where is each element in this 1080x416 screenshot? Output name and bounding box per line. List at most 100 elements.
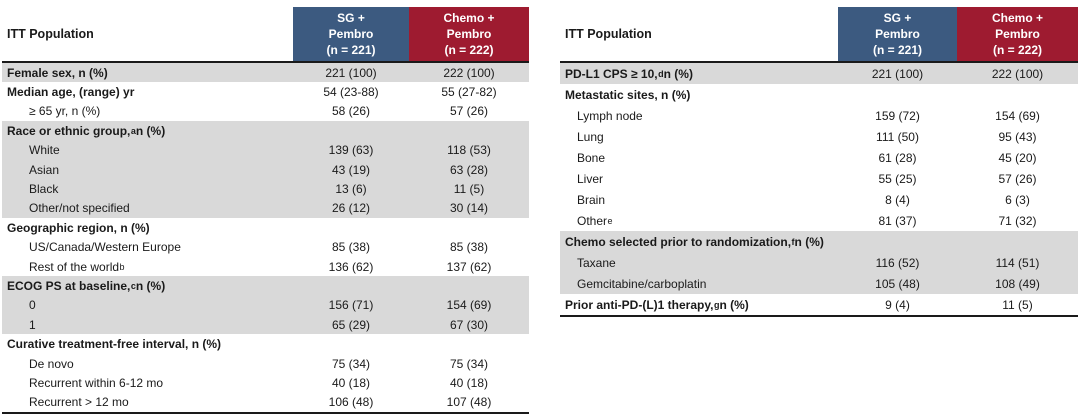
table-row: Other e 81 (37) 71 (32) <box>560 210 1078 231</box>
value-sg-pembro <box>293 276 409 295</box>
value-chemo-pembro: 222 (100) <box>991 66 1044 81</box>
row-label: Rest of the world b <box>29 259 125 274</box>
table-title: ITT Population <box>2 7 293 61</box>
value-chemo-pembro: 71 (32) <box>998 213 1037 228</box>
table-row: PD-L1 CPS ≥ 10, d n (%) 221 (100) 222 (100) <box>560 63 1078 84</box>
row-label: Lymph node <box>577 108 643 123</box>
value-chemo-pembro: 75 (34) <box>449 356 489 371</box>
table-row: Bone 61 (28) 45 (20) <box>560 147 1078 168</box>
row-label: PD-L1 CPS ≥ 10, d n (%) <box>565 66 693 81</box>
value-chemo-pembro <box>957 84 1078 105</box>
column-header-sg-pembro: SG + Pembro (n = 221) <box>838 7 957 61</box>
row-label: 0 <box>29 298 36 313</box>
value-sg-pembro: 81 (37) <box>878 213 917 228</box>
table-row: Other/not specified 26 (12) 30 (14) <box>2 198 529 219</box>
row-label: ECOG PS at baseline, c n (%) <box>7 278 166 293</box>
table-row: Geographic region, n (%) <box>2 218 529 237</box>
value-chemo-pembro: 85 (38) <box>449 240 489 255</box>
table-title: ITT Population <box>560 7 838 61</box>
row-label: Gemcitabine/carboplatin <box>577 276 707 291</box>
value-sg-pembro: 26 (12) <box>331 201 371 216</box>
value-chemo-pembro: 11 (5) <box>453 182 485 197</box>
column-header-chemo-pembro: Chemo + Pembro (n = 222) <box>409 7 529 61</box>
row-label: Black <box>29 182 59 197</box>
table-row: White 139 (63) 118 (53) <box>2 140 529 160</box>
value-chemo-pembro: 118 (53) <box>447 143 491 158</box>
value-sg-pembro: 58 (26) <box>331 104 371 119</box>
value-chemo-pembro: 11 (5) <box>1002 297 1033 312</box>
value-chemo-pembro: 55 (27-82) <box>441 85 497 100</box>
value-sg-pembro <box>293 334 409 353</box>
table-row: Liver 55 (25) 57 (26) <box>560 168 1078 189</box>
value-chemo-pembro <box>409 121 529 140</box>
value-chemo-pembro: 57 (26) <box>449 104 489 119</box>
row-label: 1 <box>29 317 36 332</box>
value-sg-pembro <box>293 218 409 237</box>
table-row: US/Canada/Western Europe 85 (38) 85 (38) <box>2 238 529 257</box>
table-row: Median age, (range) yr 54 (23-88) 55 (27-8… <box>2 82 529 101</box>
value-chemo-pembro: 137 (62) <box>446 259 492 274</box>
value-sg-pembro: 116 (52) <box>875 255 920 270</box>
value-chemo-pembro: 57 (26) <box>998 171 1037 186</box>
row-label: Asian <box>29 162 60 177</box>
value-sg-pembro: 65 (29) <box>331 317 371 332</box>
table-row: Black 13 (6) 11 (5) <box>2 179 529 199</box>
row-label: Geographic region, n (%) <box>7 220 150 235</box>
row-label: Race or ethnic group, a n (%) <box>7 123 166 138</box>
table-body: PD-L1 CPS ≥ 10, d n (%) 221 (100) 222 (100)… <box>560 63 1078 317</box>
value-sg-pembro: 55 (25) <box>878 171 917 186</box>
value-sg-pembro: 105 (48) <box>875 276 920 291</box>
value-sg-pembro: 61 (28) <box>878 150 917 165</box>
table-row: Asian 43 (19) 63 (28) <box>2 159 529 180</box>
table-row: Female sex, n (%) 221 (100) 222 (100) <box>2 63 529 83</box>
table-row: Taxane 116 (52) 114 (51) <box>560 252 1078 273</box>
table-row: Gemcitabine/carboplatin 105 (48) 108 (49) <box>560 273 1078 294</box>
value-sg-pembro: 43 (19) <box>331 162 371 177</box>
row-label: Recurrent within 6-12 mo <box>29 375 164 390</box>
value-chemo-pembro: 95 (43) <box>998 129 1037 144</box>
table-body: Female sex, n (%) 221 (100) 222 (100) Media… <box>2 63 529 415</box>
value-chemo-pembro: 222 (100) <box>443 65 495 80</box>
value-sg-pembro: 54 (23-88) <box>323 85 379 100</box>
row-label: White <box>29 143 60 158</box>
table-row: De novo 75 (34) 75 (34) <box>2 354 529 373</box>
value-chemo-pembro: 154 (69) <box>995 108 1040 123</box>
value-sg-pembro: 40 (18) <box>331 375 371 390</box>
table-row: Curative treatment-free interval, n (%) <box>2 334 529 353</box>
row-label: Recurrent > 12 mo <box>29 395 129 410</box>
value-chemo-pembro <box>409 334 529 353</box>
value-sg-pembro: 221 (100) <box>325 65 377 80</box>
table-row: Rest of the world b 136 (62) 137 (62) <box>2 257 529 276</box>
table-row: 0 156 (71) 154 (69) <box>2 295 529 316</box>
table-row: Recurrent within 6-12 mo 40 (18) 40 (18) <box>2 373 529 392</box>
row-label: Other/not specified <box>29 201 130 216</box>
table-row: Chemo selected prior to randomization, f … <box>560 231 1078 252</box>
value-chemo-pembro <box>409 218 529 237</box>
row-label: Chemo selected prior to randomization, f … <box>565 234 824 249</box>
value-sg-pembro: 159 (72) <box>875 108 920 123</box>
value-sg-pembro: 8 (4) <box>885 192 910 207</box>
table-row: 1 65 (29) 67 (30) <box>2 315 529 335</box>
value-chemo-pembro <box>957 231 1078 252</box>
value-sg-pembro: 13 (6) <box>335 182 367 197</box>
value-sg-pembro: 136 (62) <box>328 259 374 274</box>
table-row: Metastatic sites, n (%) <box>560 84 1078 105</box>
row-label: ≥ 65 yr, n (%) <box>29 104 101 119</box>
row-label: Median age, (range) yr <box>7 85 135 100</box>
table-row: Lung 111 (50) 95 (43) <box>560 126 1078 147</box>
value-sg-pembro: 106 (48) <box>328 395 374 410</box>
value-sg-pembro: 9 (4) <box>885 297 910 312</box>
row-label: Bone <box>577 150 606 165</box>
table-header-row: ITT Population SG + Pembro (n = 221) Che… <box>2 7 529 63</box>
column-header-chemo-pembro: Chemo + Pembro (n = 222) <box>957 7 1078 61</box>
value-sg-pembro: 139 (63) <box>328 143 374 158</box>
row-label: Female sex, n (%) <box>7 65 108 80</box>
row-label: Taxane <box>577 255 616 270</box>
table-row: Recurrent > 12 mo 106 (48) 107 (48) <box>2 393 529 412</box>
value-chemo-pembro: 63 (28) <box>449 162 489 177</box>
value-chemo-pembro: 154 (69) <box>446 298 492 313</box>
value-chemo-pembro: 107 (48) <box>446 395 492 410</box>
baseline-characteristics-table-right: ITT Population SG + Pembro (n = 221) Che… <box>560 7 1078 317</box>
value-chemo-pembro: 6 (3) <box>1005 192 1030 207</box>
